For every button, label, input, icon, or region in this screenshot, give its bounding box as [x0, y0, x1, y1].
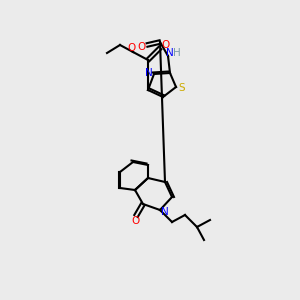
Text: O: O: [161, 40, 169, 50]
Text: O: O: [131, 216, 139, 226]
Text: N: N: [166, 48, 174, 58]
Text: H: H: [173, 48, 181, 58]
Text: S: S: [179, 83, 185, 93]
Text: O: O: [138, 42, 146, 52]
Text: N: N: [161, 207, 169, 217]
Text: O: O: [127, 43, 135, 53]
Text: N: N: [145, 68, 153, 78]
